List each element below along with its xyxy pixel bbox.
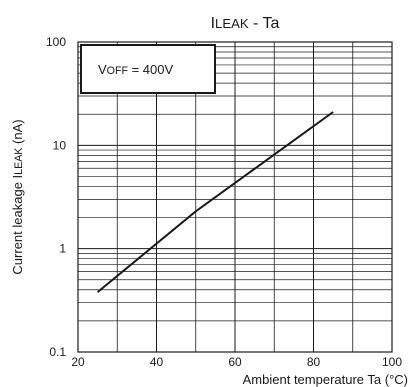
annotation-tail: = 400V bbox=[128, 62, 174, 77]
y-axis-label: Current leakage ILEAK (nA) bbox=[10, 119, 25, 274]
y-tick-label: 100 bbox=[46, 35, 66, 49]
title-tail: - Ta bbox=[249, 15, 280, 32]
annotation-main: V bbox=[98, 62, 107, 77]
ylabel-main: Current leakage I bbox=[10, 175, 25, 275]
series-line-0 bbox=[96, 111, 334, 293]
annotation-sub: OFF bbox=[107, 65, 129, 77]
title-main: I bbox=[211, 15, 215, 32]
y-tick-label: 0.1 bbox=[49, 345, 66, 359]
y-tick-label: 10 bbox=[53, 138, 67, 152]
x-tick-labels: 20 40 60 80 100 bbox=[71, 355, 402, 369]
chart-title: ILEAK - Ta bbox=[211, 15, 280, 32]
ylabel-sub: LEAK bbox=[13, 148, 25, 175]
title-sub: LEAK bbox=[215, 16, 249, 31]
y-tick-label: 1 bbox=[59, 242, 66, 256]
x-axis-label: Ambient temperature Ta (°C) bbox=[243, 372, 408, 387]
y-tick-labels: 0.1 1 10 100 bbox=[46, 35, 66, 359]
annotation-text: VOFF = 400V bbox=[98, 62, 173, 77]
annotation-box-frame bbox=[80, 44, 216, 94]
annotation-box: VOFF = 400V bbox=[80, 44, 216, 94]
x-tick-label: 40 bbox=[150, 355, 164, 369]
series-layer bbox=[96, 111, 334, 293]
x-tick-label: 20 bbox=[71, 355, 85, 369]
ylabel-tail: (nA) bbox=[10, 119, 25, 147]
plot-frame bbox=[77, 41, 393, 353]
x-tick-label: 60 bbox=[228, 355, 242, 369]
x-tick-label: 80 bbox=[307, 355, 321, 369]
x-tick-label: 100 bbox=[382, 355, 402, 369]
